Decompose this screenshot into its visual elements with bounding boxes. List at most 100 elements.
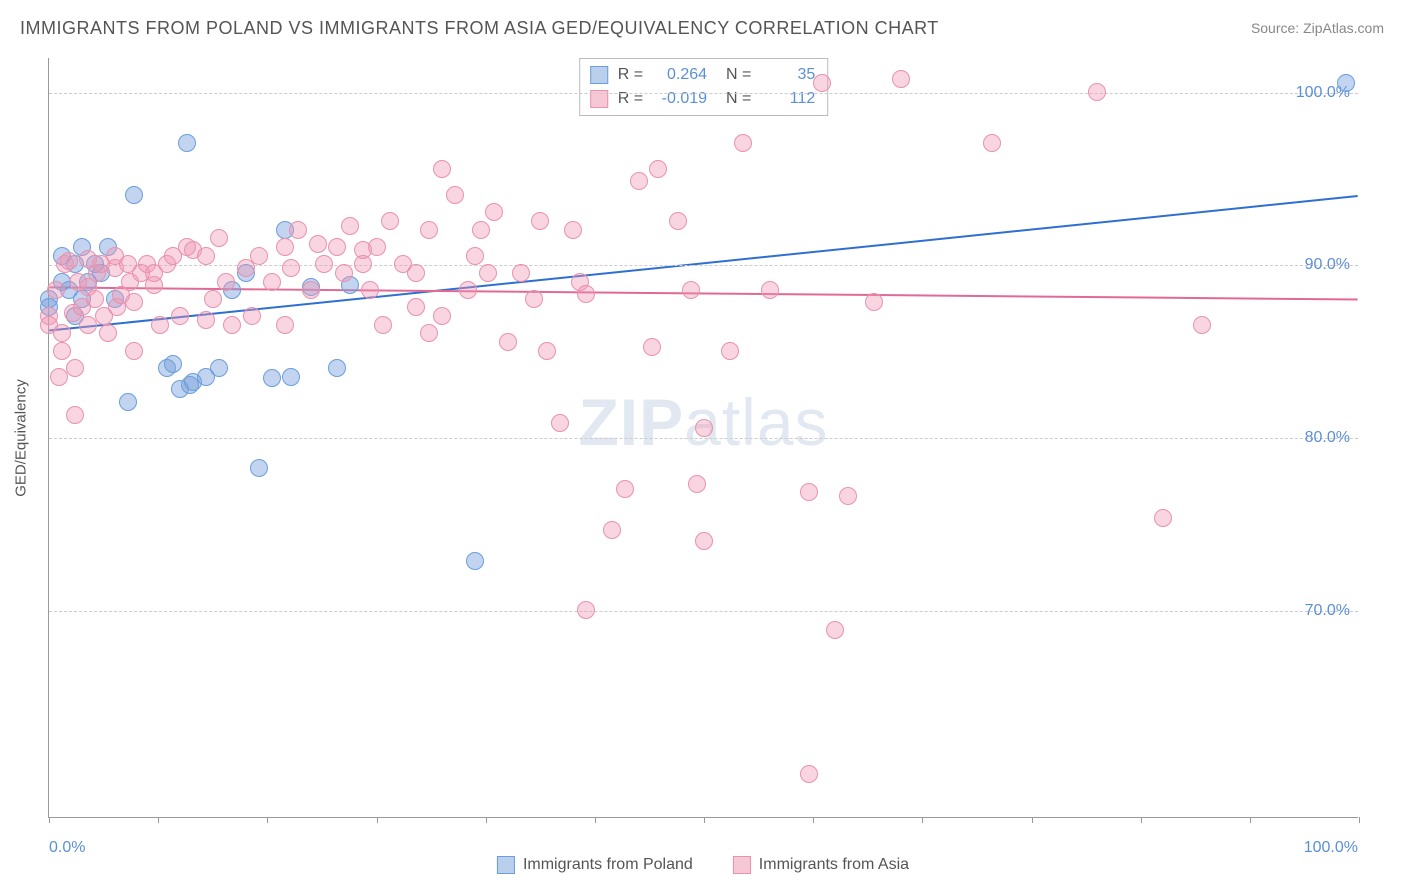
- y-tick-label: 90.0%: [1305, 256, 1350, 274]
- scatter-point: [695, 532, 713, 550]
- scatter-point: [865, 293, 883, 311]
- scatter-point: [616, 480, 634, 498]
- regression-line: [49, 287, 1357, 299]
- x-tick: [1359, 817, 1360, 823]
- scatter-point: [354, 241, 372, 259]
- scatter-point: [79, 278, 97, 296]
- scatter-point: [66, 406, 84, 424]
- scatter-point: [243, 307, 261, 325]
- scatter-point: [328, 359, 346, 377]
- stat-r-poland: 0.264: [653, 63, 707, 87]
- stat-n-asia: 112: [761, 87, 815, 111]
- scatter-point: [669, 212, 687, 230]
- x-tick: [267, 817, 268, 823]
- scatter-point: [420, 324, 438, 342]
- scatter-point: [178, 134, 196, 152]
- scatter-point: [446, 186, 464, 204]
- gridline-h: [49, 93, 1358, 94]
- x-tick: [813, 817, 814, 823]
- scatter-point: [459, 281, 477, 299]
- gridline-h: [49, 438, 1358, 439]
- scatter-point: [210, 229, 228, 247]
- scatter-point: [250, 247, 268, 265]
- scatter-point: [210, 359, 228, 377]
- legend-swatch-asia: [733, 856, 751, 874]
- scatter-point: [433, 307, 451, 325]
- scatter-point: [813, 74, 831, 92]
- stat-n-label: N =: [717, 63, 751, 87]
- scatter-point: [381, 212, 399, 230]
- scatter-point: [826, 621, 844, 639]
- scatter-point: [839, 487, 857, 505]
- scatter-point: [538, 342, 556, 360]
- scatter-point: [1154, 509, 1172, 527]
- scatter-point: [302, 281, 320, 299]
- scatter-point: [204, 290, 222, 308]
- bottom-legend: Immigrants from Poland Immigrants from A…: [497, 856, 909, 874]
- scatter-point: [499, 333, 517, 351]
- y-tick-label: 70.0%: [1305, 602, 1350, 620]
- stat-n-poland: 35: [761, 63, 815, 87]
- scatter-point: [47, 281, 65, 299]
- scatter-point: [892, 70, 910, 88]
- x-tick: [922, 817, 923, 823]
- scatter-point: [433, 160, 451, 178]
- scatter-point: [1193, 316, 1211, 334]
- scatter-point: [282, 259, 300, 277]
- x-tick: [1141, 817, 1142, 823]
- scatter-point: [761, 281, 779, 299]
- scatter-point: [800, 765, 818, 783]
- scatter-point: [276, 238, 294, 256]
- stats-box: R = 0.264 N = 35 R = -0.019 N = 112: [579, 58, 829, 116]
- scatter-point: [125, 186, 143, 204]
- scatter-point: [119, 393, 137, 411]
- scatter-point: [197, 247, 215, 265]
- scatter-point: [223, 316, 241, 334]
- scatter-point: [531, 212, 549, 230]
- scatter-point: [125, 293, 143, 311]
- x-tick: [49, 817, 50, 823]
- scatter-point: [1337, 74, 1355, 92]
- scatter-point: [734, 134, 752, 152]
- scatter-point: [577, 285, 595, 303]
- scatter-point: [466, 247, 484, 265]
- scatter-point: [276, 316, 294, 334]
- scatter-point: [263, 273, 281, 291]
- x-tick: [486, 817, 487, 823]
- scatter-point: [649, 160, 667, 178]
- scatter-point: [472, 221, 490, 239]
- scatter-point: [309, 235, 327, 253]
- x-axis-max-label: 100.0%: [1304, 839, 1358, 857]
- gridline-h: [49, 611, 1358, 612]
- x-tick: [158, 817, 159, 823]
- scatter-point: [577, 601, 595, 619]
- scatter-point: [800, 483, 818, 501]
- scatter-point: [420, 221, 438, 239]
- scatter-point: [479, 264, 497, 282]
- legend-item-asia: Immigrants from Asia: [733, 856, 909, 874]
- scatter-point: [603, 521, 621, 539]
- x-tick: [1032, 817, 1033, 823]
- stat-r-label: R =: [618, 63, 643, 87]
- stats-row-asia: R = -0.019 N = 112: [590, 87, 816, 111]
- scatter-point: [485, 203, 503, 221]
- x-tick: [1250, 817, 1251, 823]
- source-label: Source: ZipAtlas.com: [1251, 20, 1384, 36]
- scatter-point: [250, 459, 268, 477]
- scatter-point: [525, 290, 543, 308]
- plot-area: GED/Equivalency ZIPatlas R = 0.264 N = 3…: [48, 58, 1358, 818]
- scatter-point: [407, 298, 425, 316]
- legend-item-poland: Immigrants from Poland: [497, 856, 693, 874]
- scatter-point: [60, 252, 78, 270]
- swatch-poland: [590, 66, 608, 84]
- scatter-point: [289, 221, 307, 239]
- x-tick: [595, 817, 596, 823]
- chart-title: IMMIGRANTS FROM POLAND VS IMMIGRANTS FRO…: [20, 18, 939, 39]
- stat-n-label: N =: [717, 87, 751, 111]
- scatter-point: [125, 342, 143, 360]
- legend-label-asia: Immigrants from Asia: [759, 856, 909, 874]
- y-tick-label: 80.0%: [1305, 429, 1350, 447]
- scatter-point: [721, 342, 739, 360]
- legend-label-poland: Immigrants from Poland: [523, 856, 693, 874]
- scatter-point: [53, 324, 71, 342]
